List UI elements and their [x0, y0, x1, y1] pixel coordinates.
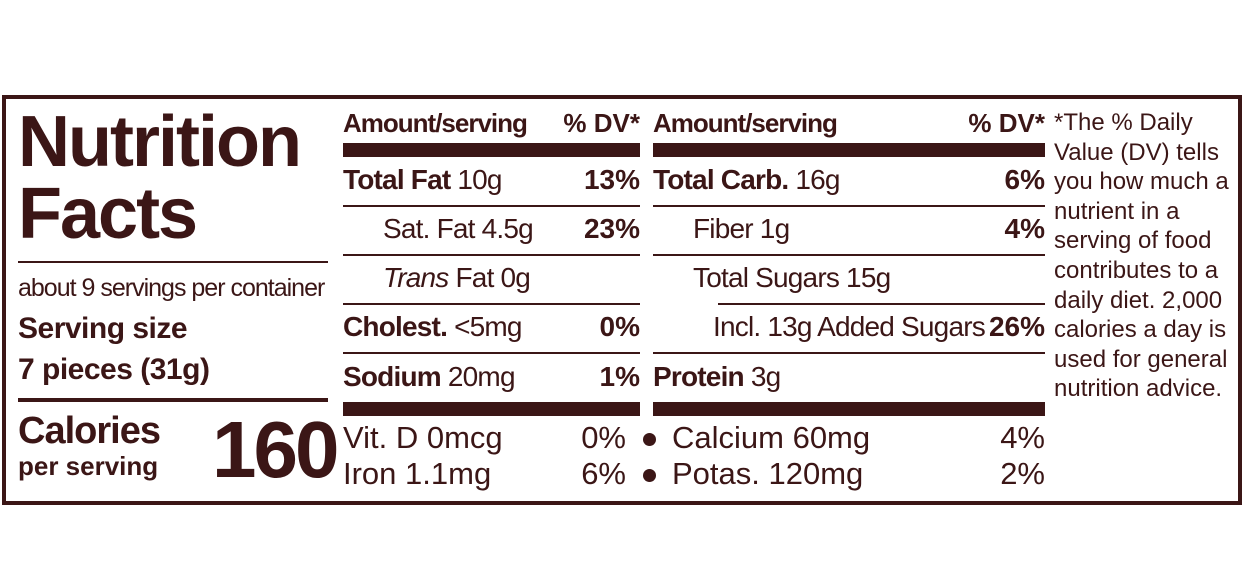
serving-size-label: Serving size	[18, 312, 188, 345]
row-rule	[343, 352, 640, 354]
nutrient-amount: 10g	[457, 164, 502, 195]
nutrient-amount: 4.5g	[481, 213, 534, 244]
nutrient-name: Total Carb.	[653, 164, 789, 195]
calories-label: Calories	[18, 410, 161, 452]
row-rule	[718, 303, 1045, 305]
serving-size: 7 pieces (31g)	[18, 353, 210, 386]
title-line: Nutrition	[18, 102, 302, 182]
nutrient-row: Incl. 13g Added Sugars	[713, 311, 986, 342]
bullet	[643, 469, 656, 482]
nutrient-dv: 1%	[599, 361, 640, 392]
vitamin-name: Potas. 120mg	[672, 456, 864, 491]
row-rule	[653, 254, 1045, 256]
nutrition-label	[2, 95, 1242, 505]
nutrient-name: Fiber	[693, 213, 754, 244]
bullet	[643, 433, 656, 446]
header-amount: Amount/serving	[653, 108, 838, 138]
nutrient-amount: 15g	[846, 262, 891, 293]
vitamin-name: Calcium 60mg	[672, 420, 871, 455]
nutrient-amount: 1g	[759, 213, 790, 244]
nutrient-amount: 3g	[750, 361, 781, 392]
nutrient-name: Sat. Fat	[383, 213, 475, 244]
nutrient-row: Sodium 20mg	[343, 361, 516, 392]
row-rule	[653, 205, 1045, 207]
nutrient-name: Protein	[653, 361, 745, 392]
nutrient-row: Total Fat 10g	[343, 164, 503, 195]
header-dv: % DV*	[563, 108, 640, 138]
nutrient-dv: 4%	[1004, 213, 1045, 244]
nutrient-row: Cholest. <5mg	[343, 313, 522, 341]
nutrient-name: Total Sugars	[693, 262, 840, 293]
thick-rule	[343, 143, 640, 157]
nutrient-row: Fiber 1g	[693, 213, 790, 244]
vitamin-name: Iron 1.1mg	[343, 456, 492, 491]
nutrient-name: Trans	[383, 262, 449, 293]
row-rule	[343, 254, 640, 256]
calories-sub: per serving	[18, 451, 159, 481]
nutrient-amount: 16g	[795, 164, 840, 195]
vitamin-dv: 0%	[581, 420, 626, 455]
nutrient-name: Sodium	[343, 361, 442, 392]
servings: about 9 servings per container	[18, 274, 325, 302]
nutrient-row: Total Carb. 16g	[653, 166, 840, 194]
nutrient-amount: 20mg	[447, 361, 516, 392]
nutrient-row: Total Sugars 15g	[693, 262, 891, 293]
nutrient-amount: <5mg	[454, 311, 522, 342]
vitamin-dv: 6%	[581, 456, 626, 491]
vitamin-dv: 2%	[1000, 456, 1045, 491]
header-dv: % DV*	[968, 108, 1045, 138]
nutrient-dv: 13%	[583, 164, 640, 195]
footnote: *The % Daily Value (DV) tells you how mu…	[1054, 109, 1229, 403]
nutrient-name: Total Fat	[343, 164, 451, 195]
nutrient-dv: 0%	[599, 311, 640, 342]
thick-rule	[343, 402, 640, 416]
nutrient-row: Trans Fat 0g	[383, 262, 531, 293]
nutrient-amount: Fat 0g	[455, 262, 531, 293]
title-line: Facts	[18, 174, 198, 254]
vitamin-dv: 4%	[1000, 420, 1045, 455]
row-rule	[653, 352, 1045, 354]
calories: 160	[212, 405, 339, 494]
nutrient-row: Protein 3g	[653, 361, 781, 392]
vitamin-name: Vit. D 0mcg	[343, 420, 503, 455]
row-rule	[343, 205, 640, 207]
rule	[18, 261, 328, 263]
nutrient-name: Cholest.	[343, 311, 448, 342]
nutrient-dv: 6%	[1004, 164, 1045, 195]
nutrient-dv: 26%	[988, 311, 1045, 342]
nutrient-row: Sat. Fat 4.5g	[383, 213, 534, 244]
nutrient-dv: 23%	[583, 213, 640, 244]
thick-rule	[653, 402, 1045, 416]
header-amount: Amount/serving	[343, 108, 528, 138]
rule	[18, 398, 328, 402]
row-rule	[343, 303, 640, 305]
nutrient-name: Incl. 13g Added Sugars	[713, 311, 986, 342]
thick-rule	[653, 143, 1045, 157]
